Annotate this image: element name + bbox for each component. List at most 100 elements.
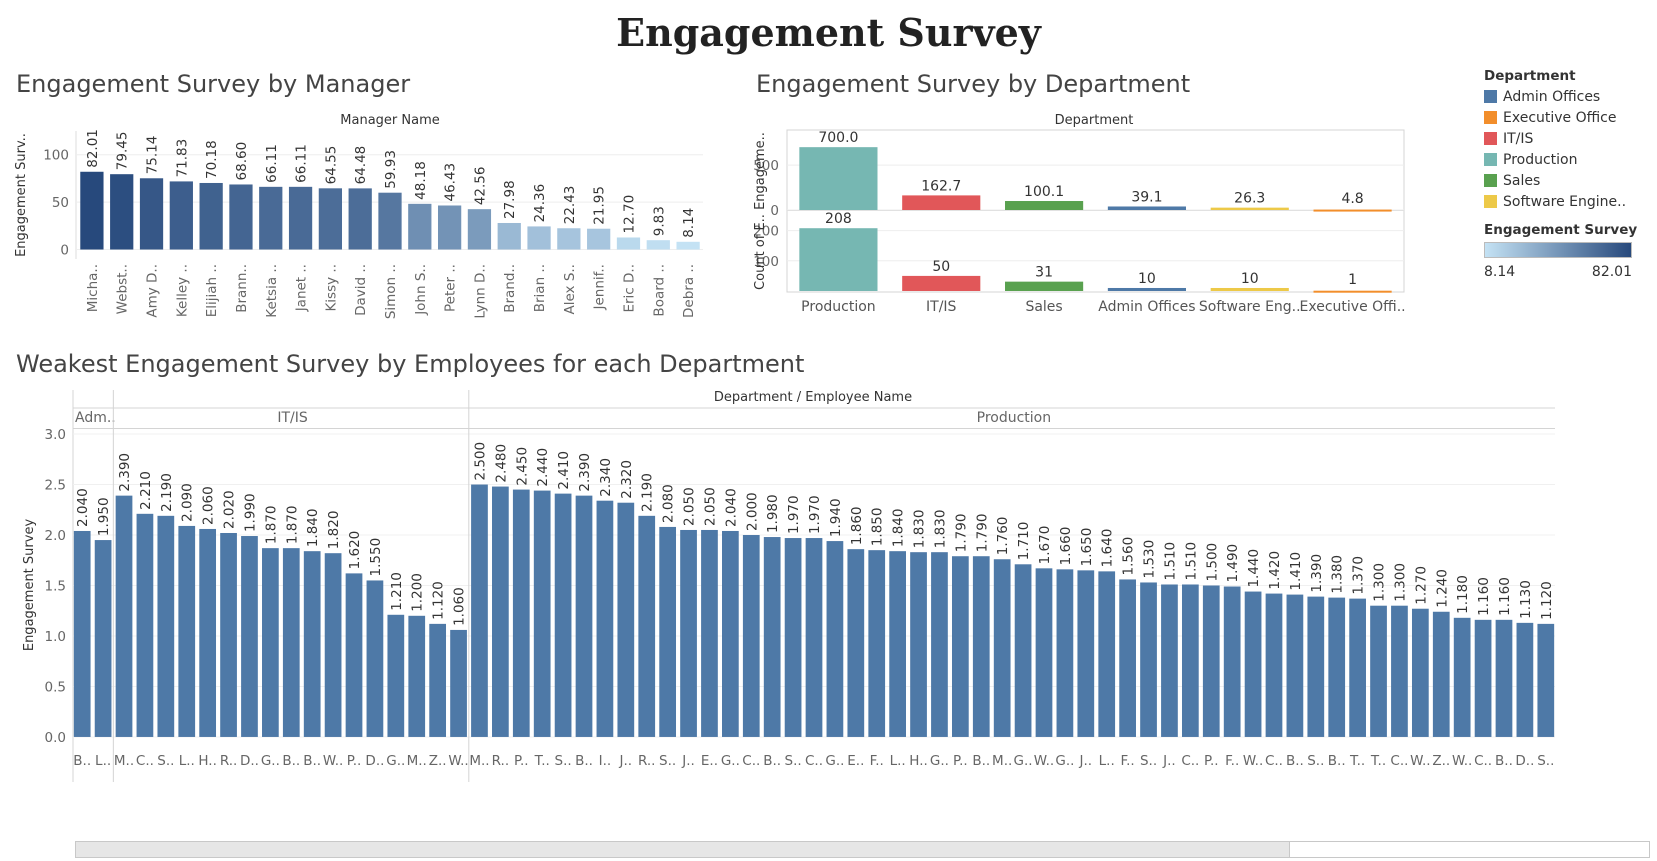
bar-value-label: 700.0 <box>818 130 858 146</box>
y-tick-label: 0.0 <box>45 730 66 746</box>
bar-value-label: 71.83 <box>174 139 190 178</box>
bar-value-label: 1 <box>1348 272 1357 288</box>
manager-bar-chart: Manager Name 0 50 100 Engagement Surv.. 82.01… <box>14 113 703 319</box>
employee-bar <box>492 486 509 737</box>
bar-value-label: 1.660 <box>1058 527 1074 566</box>
employee-bar <box>1411 608 1429 737</box>
employee-bar <box>1307 596 1325 737</box>
bar-value-label: 64.48 <box>353 146 369 185</box>
employee-bar <box>178 525 196 737</box>
employee-bar <box>1349 598 1366 737</box>
x-category-label: Sales <box>1025 299 1062 315</box>
bar-value-label: 1.970 <box>807 495 823 534</box>
x-category-label: B.. <box>972 753 990 769</box>
bar-value-label: 42.56 <box>472 167 488 206</box>
bar-value-label: 50 <box>932 259 950 275</box>
y-tick-label: 100 <box>753 254 779 270</box>
employee-bar <box>303 551 321 737</box>
employee-bar <box>1077 570 1095 737</box>
x-category-label: G.. <box>1055 753 1074 769</box>
x-category-label: R.. <box>220 753 237 769</box>
x-category-label: P.. <box>1204 753 1219 769</box>
x-category-label: B.. <box>575 753 593 769</box>
legend-label: Admin Offices <box>1503 88 1601 105</box>
employee-bar <box>199 528 217 737</box>
bar-value-label: 24.36 <box>532 184 548 223</box>
bar-value-label: 1.490 <box>1225 544 1241 583</box>
x-category-label: D.. <box>365 753 384 769</box>
legend-item[interactable]: Executive Office <box>1484 107 1654 128</box>
legend-swatch <box>1484 111 1497 124</box>
bar-value-label: 1.860 <box>849 506 865 545</box>
y-axis-label: Engagement Survey <box>22 519 37 652</box>
bar-value-label: 2.410 <box>556 451 572 490</box>
employee-bar <box>1265 593 1283 737</box>
gradient-legend-title: Engagement Survey <box>1484 222 1638 238</box>
x-category-label: C.. <box>1181 753 1199 769</box>
manager-bar <box>408 203 432 250</box>
bar-value-label: 1.830 <box>932 510 948 549</box>
manager-bar <box>527 226 551 250</box>
legend-item[interactable]: IT/IS <box>1484 128 1654 149</box>
employee-bar <box>972 556 990 737</box>
bar-value-label: 2.210 <box>138 471 154 510</box>
employee-bar <box>1391 605 1408 737</box>
y-tick-label: 2.0 <box>45 528 66 544</box>
bar-value-label: 162.7 <box>921 178 961 194</box>
manager-bar <box>288 186 313 250</box>
y-tick-label: 1.0 <box>45 629 66 645</box>
x-category-label: G.. <box>930 753 949 769</box>
employee-bar <box>951 556 969 737</box>
bar-value-label: 1.940 <box>828 498 844 537</box>
department-bar <box>1107 287 1186 291</box>
bar-value-label: 2.320 <box>619 460 635 499</box>
legend-item[interactable]: Sales <box>1484 170 1654 191</box>
legend-items: Admin Offices Executive Office IT/IS Produc… <box>1484 86 1654 212</box>
x-category-label: C.. <box>1474 753 1492 769</box>
manager-bar <box>199 182 223 250</box>
manager-header: Manager Name <box>340 113 439 128</box>
x-category-label: Kelley .. <box>174 264 190 317</box>
legend-item[interactable]: Software Engine.. <box>1484 191 1654 212</box>
employee-bar <box>157 515 175 737</box>
bar-value-label: 12.70 <box>621 195 637 234</box>
bar-value-label: 1.300 <box>1392 563 1408 602</box>
bar-value-label: 66.11 <box>294 144 310 183</box>
scrollbar-thumb[interactable] <box>76 842 1290 857</box>
bar-value-label: 1.120 <box>1539 581 1555 620</box>
legend-item[interactable]: Production <box>1484 149 1654 170</box>
bar-value-label: 1.440 <box>1246 549 1262 588</box>
bar-value-label: 1.790 <box>974 514 990 553</box>
legend-item[interactable]: Admin Offices <box>1484 86 1654 107</box>
x-category-label: Software Eng.. <box>1199 299 1301 315</box>
employee-bar <box>1119 579 1136 737</box>
department-bar <box>1313 290 1392 293</box>
bar-value-label: 2.450 <box>514 447 530 486</box>
x-category-label: Kissy .. <box>323 264 339 312</box>
x-category-label: T.. <box>1349 753 1365 769</box>
y-tick-label: 1.5 <box>45 579 66 595</box>
x-category-label: G.. <box>261 753 280 769</box>
employee-bar <box>1223 586 1241 737</box>
bar-value-label: 1.650 <box>1079 528 1095 567</box>
x-category-label: J.. <box>619 753 633 769</box>
y-axis-label: Engagement Surv.. <box>14 133 29 257</box>
bar-value-label: 2.060 <box>201 486 217 525</box>
bar-value-label: 10 <box>1138 271 1156 287</box>
x-category-label: J.. <box>681 753 695 769</box>
x-category-label: Debra .. <box>681 264 697 318</box>
bar-value-label: 2.190 <box>159 473 175 512</box>
employee-bar <box>1474 619 1492 737</box>
x-category-label: Z.. <box>429 753 447 769</box>
x-category-label: B.. <box>1286 753 1304 769</box>
employee-bar <box>889 551 906 737</box>
employee-bar <box>136 513 154 737</box>
y-tick-label: 500 <box>753 158 779 174</box>
employee-bar <box>220 532 237 737</box>
horizontal-scrollbar[interactable] <box>75 841 1650 858</box>
x-category-label: C.. <box>742 753 760 769</box>
y-tick-label: 50 <box>52 195 69 211</box>
employee-bar <box>805 538 823 737</box>
employee-bar <box>366 580 384 737</box>
x-category-label: Webst.. <box>115 264 131 314</box>
